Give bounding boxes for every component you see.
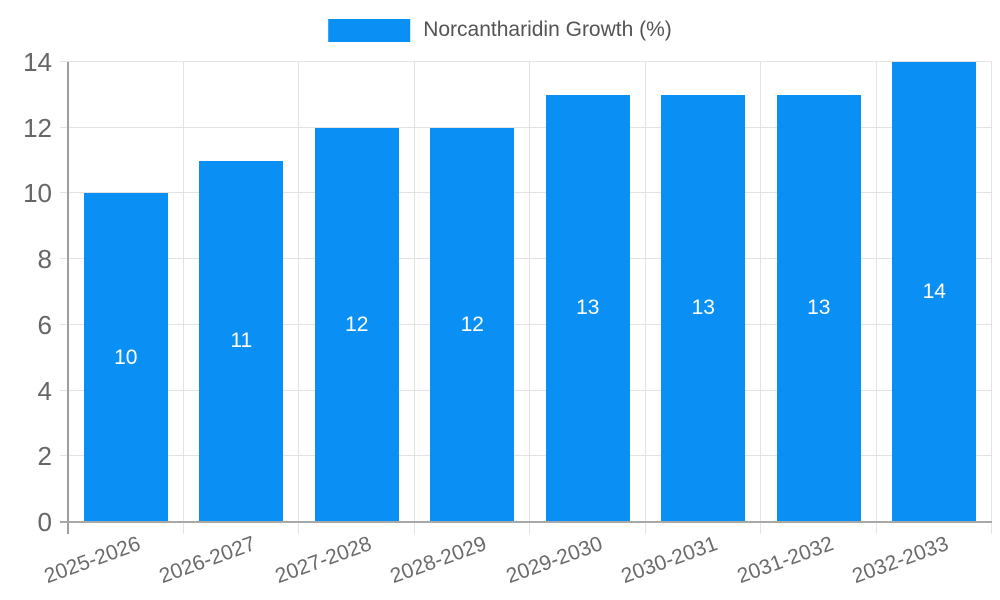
x-axis-line [60, 521, 992, 523]
bar-value-label: 13 [807, 296, 831, 320]
y-gridline [60, 323, 992, 325]
y-tick-label: 10 [23, 178, 52, 209]
x-gridline [991, 62, 992, 534]
x-gridline [529, 62, 530, 534]
bar-2032-2033[interactable]: 14 [892, 62, 977, 522]
bar-2027-2028[interactable]: 12 [314, 127, 399, 522]
bar-2029-2030[interactable]: 13 [545, 94, 630, 522]
bar-value-label: 14 [922, 280, 946, 303]
y-tick-label: 0 [37, 507, 52, 537]
bar-value-label: 11 [230, 329, 253, 353]
y-gridline [60, 192, 992, 194]
legend-item[interactable]: Norcantharidin Growth (%) [328, 18, 672, 42]
y-gridline [60, 258, 992, 260]
bar-2030-2031[interactable]: 13 [661, 94, 746, 522]
legend-label: Norcantharidin Growth (%) [423, 18, 672, 41]
x-gridline [413, 62, 415, 534]
bar-2031-2032[interactable]: 13 [776, 94, 861, 522]
legend-swatch [328, 18, 411, 42]
bar-2028-2029[interactable]: 12 [430, 127, 515, 522]
y-gridline [60, 126, 992, 128]
x-gridline [644, 62, 646, 534]
bar-2026-2027[interactable]: 11 [199, 160, 284, 522]
bar-value-label: 12 [460, 312, 484, 336]
y-gridline [60, 389, 992, 391]
y-gridline [60, 61, 992, 62]
x-gridline [760, 62, 761, 534]
x-gridline [875, 62, 877, 534]
y-axis-line [67, 62, 69, 534]
bar-2025-2026[interactable]: 10 [83, 193, 168, 522]
legend: Norcantharidin Growth (%) [328, 18, 672, 42]
bar-value-label: 10 [114, 345, 138, 369]
y-tick-label: 12 [23, 112, 52, 143]
y-tick-label: 2 [37, 441, 52, 472]
y-tick-label: 4 [37, 375, 52, 406]
plot-area: 10 11 12 12 13 13 13 14 [68, 62, 992, 522]
bar-value-label: 13 [691, 296, 715, 320]
y-tick-label: 8 [37, 244, 52, 275]
bar-value-label: 12 [345, 312, 369, 336]
x-gridline [298, 62, 299, 534]
bar-value-label: 13 [576, 296, 600, 320]
x-gridline [182, 62, 184, 534]
y-tick-label: 14 [23, 47, 52, 77]
y-tick-label: 6 [37, 309, 52, 340]
y-gridline [60, 455, 992, 457]
